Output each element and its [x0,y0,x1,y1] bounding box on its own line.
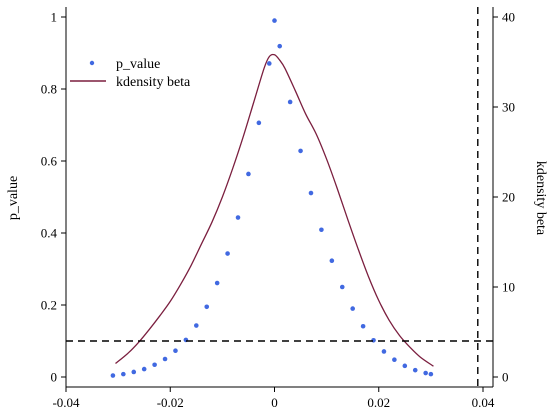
point-p-value-12 [235,215,241,220]
point-p-value-27 [381,349,387,354]
y-tick-label-2: 0.4 [41,226,58,241]
y2-tick-label-0: 0 [502,370,509,385]
point-p-value-4 [152,362,157,368]
point-p-value-28 [392,357,397,363]
legend-label-p-value: p_value [116,57,160,72]
point-p-value-1 [121,371,126,377]
point-p-value-31 [423,370,428,376]
y-axis-title: p_value [6,176,21,220]
point-p-value-24 [350,306,355,311]
point-p-value-25 [360,323,366,329]
point-p-value-0 [110,373,116,378]
point-p-value-17 [277,43,283,49]
point-p-value-3 [141,366,147,372]
x-tick-label-4: 0.04 [472,395,495,410]
x-tick-label-3: 0.02 [367,395,390,410]
y2-tick-label-2: 20 [502,190,515,205]
series-layer [110,18,434,378]
point-p-value-29 [402,363,408,369]
point-p-value-22 [329,258,335,264]
point-p-value-2 [131,369,137,375]
point-p-value-16 [272,18,277,23]
x-tick-label-0: -0.04 [52,395,80,410]
point-p-value-20 [308,190,314,196]
point-p-value-18 [287,99,293,105]
point-p-value-5 [162,356,168,362]
point-p-value-32 [428,371,434,377]
point-p-value-9 [204,304,210,310]
point-p-value-8 [194,323,199,328]
point-p-value-6 [173,348,178,354]
y2-tick-label-1: 10 [502,280,515,295]
point-p-value-15 [266,61,272,66]
legend-marker-p-value [89,60,95,66]
y-tick-label-3: 0.6 [41,154,58,169]
y-tick-label-0: 0 [51,370,58,385]
y2-tick-label-3: 30 [502,100,515,115]
series-p-value [110,18,434,378]
legend: p_value kdensity beta [70,57,191,90]
point-p-value-30 [412,367,418,373]
y2-tick-label-4: 40 [502,10,515,25]
point-p-value-11 [225,251,230,256]
point-p-value-26 [371,337,376,343]
point-p-value-14 [256,120,262,126]
y-tick-label-4: 0.8 [41,82,57,97]
legend-label-kdensity: kdensity beta [116,75,191,90]
y-tick-label-1: 0.2 [41,298,57,313]
x-tick-label-1: -0.02 [157,395,184,410]
point-p-value-21 [319,227,324,233]
point-p-value-10 [214,280,220,286]
series-line-kdensity-beta [115,53,434,367]
axes-layer: -0.04 -0.02 0 0.02 0.0400.20.40.60.810102030… [41,7,515,410]
y-tick-label-5: 1 [51,10,58,25]
point-p-value-19 [298,148,303,154]
point-p-value-13 [246,171,251,177]
y2-axis-title: kdensity beta [533,161,548,236]
point-p-value-23 [339,284,345,290]
x-tick-label-2: 0 [271,395,278,410]
